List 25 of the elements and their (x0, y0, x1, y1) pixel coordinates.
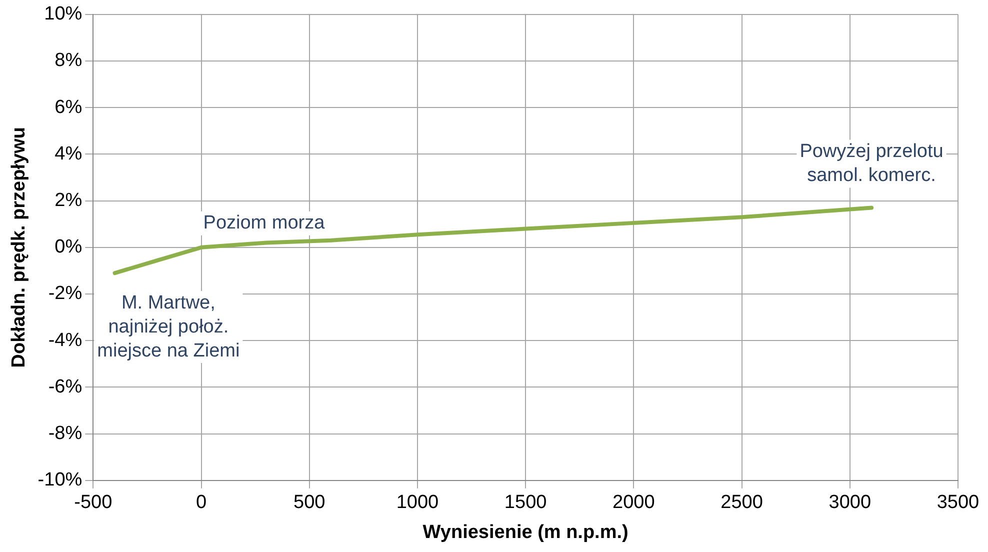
x-axis-title: Wyniesienie (m n.p.m.) (422, 522, 628, 543)
x-tick-label: -500 (74, 492, 112, 514)
x-tick-label: 3000 (828, 492, 872, 514)
x-tick-label: 1500 (504, 492, 547, 514)
y-tick-label: 4% (54, 143, 82, 164)
x-tick-label: 2000 (612, 492, 655, 514)
x-tick-label: 500 (294, 492, 326, 514)
y-tick-label: 0% (54, 236, 82, 258)
y-tick-label: -2% (48, 283, 82, 304)
annotation: M. Martwe, najniżej położ. miejsce na Ziemi (97, 292, 240, 362)
annotation: Poziom morza (203, 212, 326, 234)
y-tick-label: -10% (38, 470, 82, 491)
x-tick-label: 3500 (936, 492, 980, 514)
x-tick-label: 0 (196, 492, 207, 514)
y-tick-label: 2% (54, 190, 82, 212)
y-axis-title: Dokładn. prędk. przepływu (8, 127, 30, 368)
annotation: Powyżej przelotu samol. komerc. (800, 141, 944, 186)
x-tick-label: 1000 (396, 492, 439, 514)
x-tick-label: 2500 (720, 492, 763, 514)
y-tick-label: 8% (54, 50, 82, 72)
y-tick-label: 6% (54, 96, 82, 118)
y-tick-label: -6% (48, 376, 82, 398)
y-tick-label: 10% (44, 4, 82, 25)
y-tick-label: -8% (48, 423, 82, 444)
y-tick-label: -4% (48, 330, 82, 351)
